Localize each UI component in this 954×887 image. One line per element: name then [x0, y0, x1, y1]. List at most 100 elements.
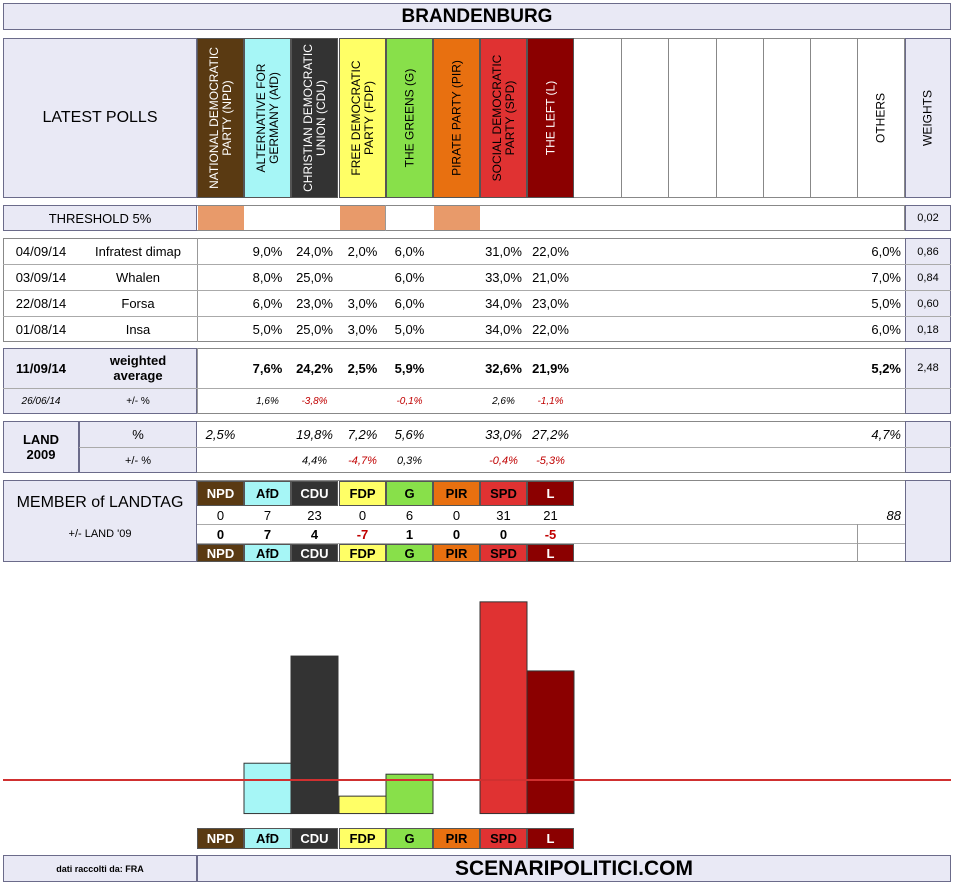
- poll-others: 7,0%: [871, 270, 901, 285]
- poll-institute: Whalen: [115, 270, 161, 285]
- threshold-label: THRESHOLD 5%: [3, 205, 197, 231]
- landtag-diff-label: +/- LAND '09: [68, 528, 132, 540]
- land-value-fdp: 7,2%: [347, 426, 378, 442]
- poll-row-divider: [3, 316, 951, 317]
- party-header-g: THE GREENS (G): [386, 38, 433, 198]
- others-header: OTHERS: [873, 92, 888, 144]
- landtag-tag-bottom-l: L: [527, 544, 574, 562]
- weighted-diff-label: +/- %: [126, 396, 150, 407]
- empty-columns: [574, 38, 905, 198]
- landtag-tag-bottom-g: G: [386, 544, 433, 562]
- weighted-label: weighted average: [109, 353, 167, 383]
- landtag-tag-bottom-afd: AfD: [244, 544, 291, 562]
- land-value-npd: 2,5%: [205, 426, 236, 442]
- poll-institute: Forsa: [121, 296, 155, 311]
- chart-tag-pir: PIR: [433, 828, 480, 849]
- weighted-value-g: 5,9%: [394, 360, 425, 376]
- poll-others: 6,0%: [871, 244, 901, 259]
- site-name: SCENARIPOLITICI.COM: [197, 855, 951, 882]
- source-label: dati raccolti da: FRA: [3, 855, 197, 882]
- weighted-value-cdu: 24,2%: [296, 360, 333, 376]
- land-diff-label: +/- %: [125, 454, 151, 467]
- land-2009-label: LAND 2009: [22, 432, 60, 462]
- landtag-tag-top-l: L: [527, 481, 574, 506]
- poll-value-cdu: 25,0%: [296, 322, 333, 337]
- landtag-diff-g: 1: [405, 526, 414, 542]
- poll-row-divider: [3, 290, 951, 291]
- poll-value-cdu: 25,0%: [296, 270, 333, 285]
- party-header-npd: NATIONAL DEMOCRATIC PARTY (NPD): [197, 38, 244, 198]
- land-diff-spd: -0,4%: [489, 454, 518, 467]
- land-diff-l: -5,3%: [536, 454, 565, 467]
- landtag-seats-afd: 7: [263, 508, 272, 523]
- landtag-diff-npd: 0: [216, 526, 225, 542]
- landtag-tag-top-fdp: FDP: [339, 481, 386, 506]
- landtag-diff-l: -5: [544, 526, 557, 542]
- latest-polls-label: LATEST POLLS: [42, 109, 158, 126]
- poll-value-l: 22,0%: [532, 244, 569, 259]
- landtag-tag-top-npd: NPD: [197, 481, 244, 506]
- threshold-cell-fdp: [340, 206, 386, 230]
- bar-chart: [3, 601, 951, 815]
- poll-value-g: 6,0%: [394, 244, 425, 259]
- party-header-fdp: FREE DEMOCRATIC PARTY (FDP): [339, 38, 386, 198]
- weighted-value-spd: 32,6%: [485, 360, 522, 376]
- landtag-tag-top-spd: SPD: [480, 481, 527, 506]
- poll-value-spd: 34,0%: [485, 322, 522, 337]
- poll-date: 03/09/14: [15, 270, 67, 285]
- landtag-seats-l: 21: [543, 508, 558, 523]
- weighted-others: 5,2%: [871, 360, 901, 376]
- chart-tag-afd: AfD: [244, 828, 291, 849]
- landtag-diff-afd: 7: [263, 526, 272, 542]
- land-value-l: 27,2%: [532, 426, 569, 442]
- weighted-diff-cdu: -3,8%: [301, 396, 328, 407]
- landtag-seats-pir: 0: [452, 508, 461, 523]
- poll-date: 01/08/14: [15, 322, 67, 337]
- land-value-spd: 33,0%: [485, 426, 522, 442]
- poll-weight: 0,84: [917, 271, 939, 284]
- landtag-seats-g: 6: [405, 508, 414, 523]
- landtag-seats-cdu: 23: [307, 508, 322, 523]
- landtag-seats-spd: 31: [496, 508, 511, 523]
- party-header-spd: SOCIAL DEMOCRATIC PARTY (SPD): [480, 38, 527, 198]
- landtag-tag-bottom-fdp: FDP: [339, 544, 386, 562]
- poll-value-afd: 5,0%: [252, 322, 283, 337]
- weighted-value-l: 21,9%: [532, 360, 569, 376]
- threshold-divider: [385, 205, 386, 231]
- party-header-l: THE LEFT (L): [527, 38, 574, 198]
- landtag-diff-fdp: -7: [356, 526, 369, 542]
- threshold-weight: 0,02: [905, 205, 951, 231]
- poll-value-l: 21,0%: [532, 270, 569, 285]
- bar-spd: [479, 601, 528, 815]
- bar-afd: [243, 762, 292, 815]
- chart-area: [0, 562, 954, 832]
- landtag-tag-top-g: G: [386, 481, 433, 506]
- chart-tag-l: L: [527, 828, 574, 849]
- poll-value-l: 23,0%: [532, 296, 569, 311]
- chart-tag-cdu: CDU: [291, 828, 338, 849]
- poll-value-afd: 9,0%: [252, 244, 283, 259]
- land-diff-fdp: -4,7%: [348, 454, 377, 467]
- landtag-total: 88: [886, 508, 901, 523]
- poll-others: 6,0%: [871, 322, 901, 337]
- landtag-tag-bottom-spd: SPD: [480, 544, 527, 562]
- landtag-seats-npd: 0: [216, 508, 225, 523]
- party-header-pir: PIRATE PARTY (PIR): [433, 38, 480, 198]
- chart-tag-g: G: [386, 828, 433, 849]
- land-value-cdu: 19,8%: [296, 426, 333, 442]
- poll-others: 5,0%: [871, 296, 901, 311]
- threshold-cell-npd: [198, 206, 244, 230]
- weighted-value-afd: 7,6%: [252, 360, 283, 376]
- landtag-tag-bottom-pir: PIR: [433, 544, 480, 562]
- poll-weight: 0,60: [917, 297, 939, 310]
- land-diff-g: 0,3%: [396, 454, 423, 467]
- header-panel: [3, 38, 197, 198]
- poll-value-spd: 33,0%: [485, 270, 522, 285]
- poll-weight: 0,18: [917, 323, 939, 336]
- poll-value-fdp: 2,0%: [347, 244, 378, 259]
- landtag-tag-top-cdu: CDU: [291, 481, 338, 506]
- land-pct-label: %: [132, 426, 144, 442]
- weights-header: WEIGHTS: [905, 38, 951, 198]
- poll-value-afd: 6,0%: [252, 296, 283, 311]
- landtag-label: MEMBER of LANDTAG: [16, 494, 184, 511]
